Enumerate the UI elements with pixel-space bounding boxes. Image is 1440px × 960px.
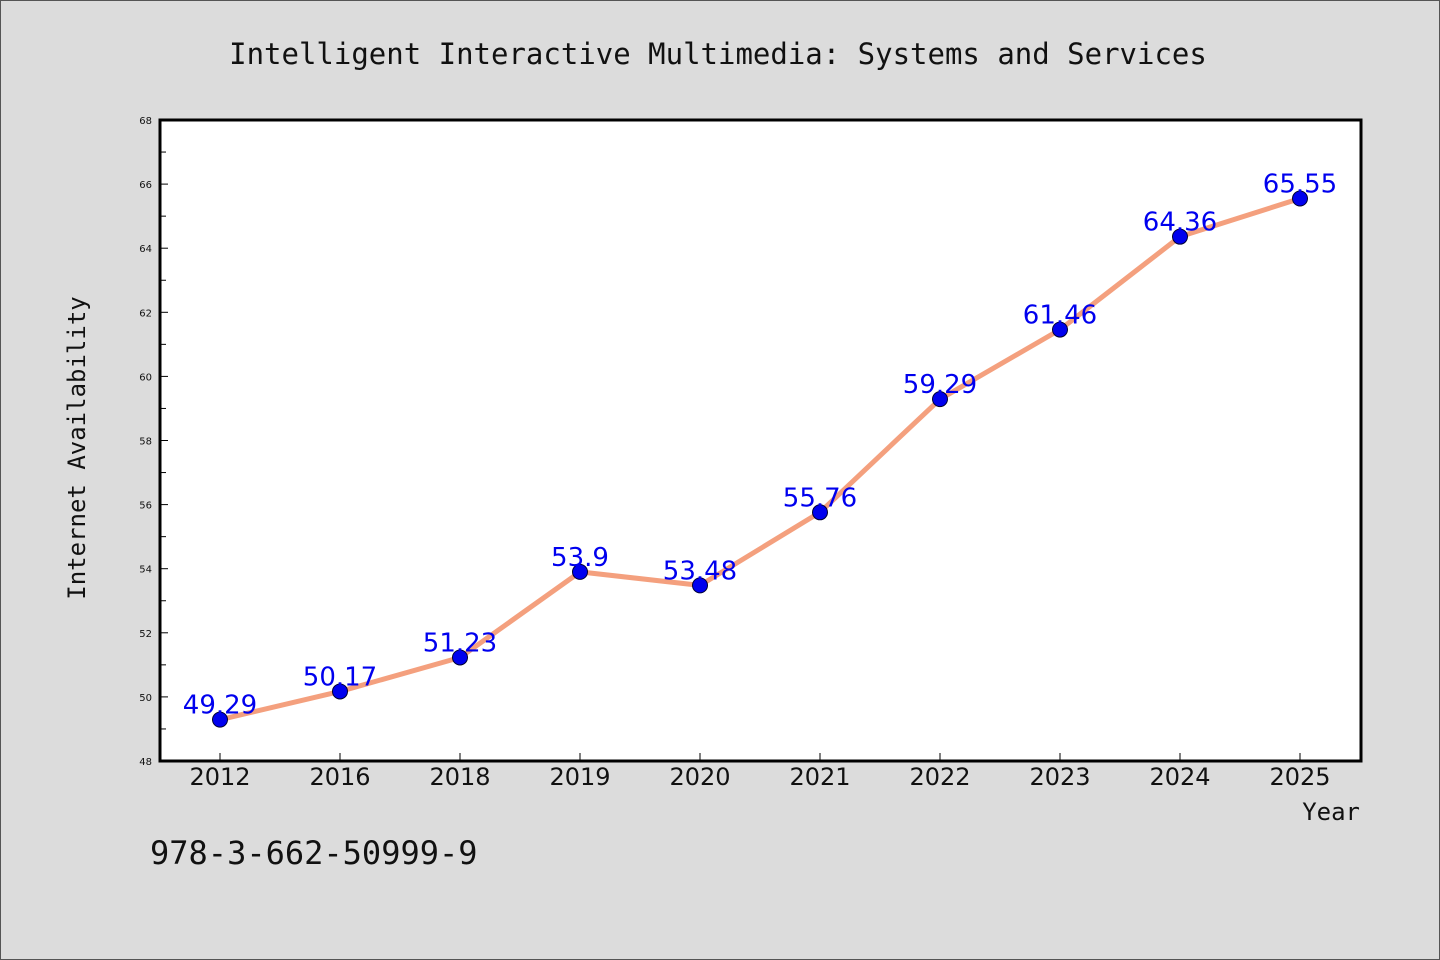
data-label: 50.17 xyxy=(303,662,377,692)
y-tick-label: 54 xyxy=(139,565,152,576)
data-label: 61.46 xyxy=(1023,301,1097,331)
y-axis-label: Internet Availability xyxy=(63,296,91,599)
isbn-text: 978-3-662-50999-9 xyxy=(150,834,478,872)
x-tick-label: 2023 xyxy=(1029,763,1090,791)
series-markers xyxy=(212,190,1308,728)
data-point xyxy=(812,504,828,521)
y-axis: 48 50 52 54 56 58 60 62 64 66 68 xyxy=(139,116,168,768)
x-tick-label: 2025 xyxy=(1269,763,1330,791)
y-tick-label: 52 xyxy=(139,629,152,640)
x-tick-label: 2021 xyxy=(789,763,850,791)
data-label: 53.9 xyxy=(551,543,609,573)
data-point xyxy=(932,391,948,408)
x-tick-label: 2024 xyxy=(1149,763,1210,791)
data-label: 64.36 xyxy=(1143,208,1217,238)
y-tick-label: 62 xyxy=(139,308,152,319)
data-point xyxy=(572,563,588,580)
y-tick-label: 68 xyxy=(139,116,152,127)
x-tick-label: 2022 xyxy=(909,763,970,791)
data-point xyxy=(212,711,228,728)
x-tick-label: 2020 xyxy=(669,763,730,791)
x-tick-label: 2016 xyxy=(309,763,370,791)
x-axis-label: Year xyxy=(1302,798,1360,826)
data-label: 59.29 xyxy=(903,370,977,400)
data-label: 55.76 xyxy=(783,483,857,513)
data-labels: 49.29 50.17 51.23 53.9 53.48 55.76 59.29 61.46 6… xyxy=(183,170,1337,721)
data-label: 65.55 xyxy=(1263,170,1337,200)
y-tick-label: 64 xyxy=(139,244,152,255)
x-tick-label: 2012 xyxy=(189,763,250,791)
data-label: 53.48 xyxy=(663,556,737,586)
plot-area xyxy=(158,118,1363,763)
x-axis: 2012 2016 2018 2019 2020 2021 2022 2023 2024 2025 xyxy=(189,753,1331,791)
data-label: 51.23 xyxy=(423,628,497,658)
x-tick-label: 2019 xyxy=(549,763,610,791)
y-tick-label: 50 xyxy=(139,693,152,704)
data-point xyxy=(332,683,348,700)
y-tick-label: 58 xyxy=(139,437,152,448)
series-line xyxy=(219,196,1301,723)
data-point xyxy=(1292,190,1308,207)
y-tick-label: 48 xyxy=(139,757,152,768)
data-label: 49.29 xyxy=(183,691,257,721)
chart-title: Intelligent Interactive Multimedia: Syst… xyxy=(229,37,1207,71)
x-tick-label: 2018 xyxy=(429,763,490,791)
y-tick-label: 56 xyxy=(139,501,152,512)
data-point xyxy=(692,577,708,594)
data-point xyxy=(1172,228,1188,245)
data-point xyxy=(1052,321,1068,338)
data-point xyxy=(452,649,468,666)
y-tick-label: 66 xyxy=(139,180,152,191)
y-tick-label: 60 xyxy=(139,372,152,383)
